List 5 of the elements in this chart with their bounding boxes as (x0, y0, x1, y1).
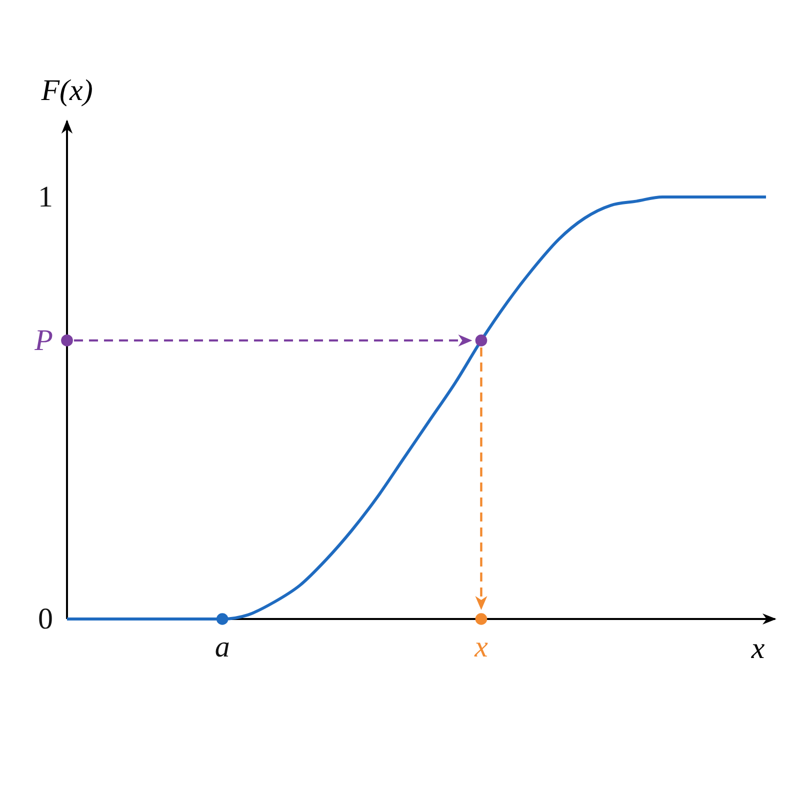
y-tick-label: 1 (38, 180, 53, 214)
x-tick-label: a (214, 630, 230, 664)
y-tick-label: P (34, 324, 53, 358)
y-axis-title: F(x) (40, 74, 93, 107)
y-tick-label: 0 (38, 602, 53, 636)
